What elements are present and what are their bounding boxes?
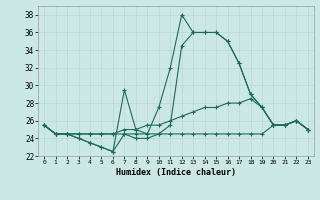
X-axis label: Humidex (Indice chaleur): Humidex (Indice chaleur) — [116, 168, 236, 177]
